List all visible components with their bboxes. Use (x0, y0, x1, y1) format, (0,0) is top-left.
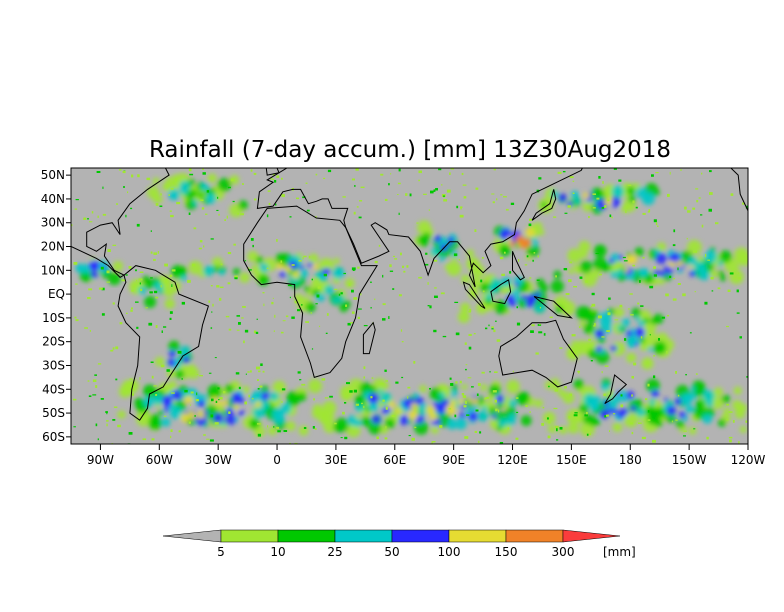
colorbar-segment (334, 529, 393, 543)
rain-band-itcz-atlantic (155, 257, 241, 291)
lon-tick-label: 150E (556, 453, 587, 467)
rain-layer (71, 168, 748, 444)
colorbar-tick-label: 100 (438, 545, 461, 559)
rain-band-west-africa-monsoon (239, 250, 345, 289)
lon-tick-label: 120W (731, 453, 766, 467)
lon-tick-label: 60W (146, 453, 173, 467)
colorbar-over-arrow (562, 529, 621, 543)
rain-band-central-africa (294, 277, 355, 313)
latitude-axis: 50N 40N 30N 20N 10N EQ 10S 20S 30S 40S 50S 60S (41, 168, 71, 444)
lon-tick-label: 120E (497, 453, 528, 467)
colorbar-unit-label: [mm] (603, 545, 636, 559)
rain-band-north-pacific-storm-track (538, 182, 660, 214)
lat-tick-label: 30S (42, 358, 65, 372)
colorbar-under-arrow (162, 529, 222, 543)
colorbar-segment (448, 529, 507, 543)
colorbar-segment (277, 529, 336, 543)
lon-tick-label: 90W (87, 453, 114, 467)
longitude-axis: 90W 60W 30W 0 30E 60E 90E 120E 150E 180 150W 120W (87, 444, 766, 467)
coastline-philippines (512, 251, 525, 281)
rain-band-itcz-east-pacific (75, 257, 124, 286)
colorbar: 5 10 25 50 100 150 300 [mm] (162, 529, 636, 559)
coastline-europe-asia (256, 168, 583, 288)
lon-tick-label: 90E (442, 453, 465, 467)
lon-tick-label: 180 (619, 453, 642, 467)
lat-tick-label: 60S (42, 430, 65, 444)
lat-tick-label: 20N (41, 240, 65, 254)
coastline-sumatra (462, 281, 486, 309)
coastline-madagascar (362, 321, 376, 355)
colorbar-tick-label: 150 (495, 545, 518, 559)
lat-tick-label: 50N (41, 168, 65, 182)
coastline-new-zealand (604, 374, 628, 405)
colorbar-segment (391, 529, 450, 543)
coastline-africa (243, 205, 378, 379)
lon-tick-label: 0 (273, 453, 281, 467)
coastline-north-america-wrap (730, 168, 748, 212)
lon-tick-label: 30E (324, 453, 347, 467)
lat-tick-label: 50S (42, 406, 65, 420)
rain-band-southern-ocean-atlantic (117, 378, 323, 438)
lat-tick-label: 10N (41, 263, 65, 277)
lat-tick-label: 40N (41, 192, 65, 206)
lon-tick-label: 30W (205, 453, 232, 467)
colorbar-tick-label: 300 (552, 545, 575, 559)
lat-tick-label: 40S (42, 382, 65, 396)
lon-tick-label: 60E (383, 453, 406, 467)
coastline-japan (531, 189, 557, 221)
coastline-borneo (490, 278, 512, 305)
rainfall-map (70, 167, 749, 445)
colorbar-tick-label: 50 (384, 545, 399, 559)
rain-band-southern-ocean-pacific (547, 377, 748, 437)
colorbar-tick-label: 10 (270, 545, 285, 559)
lat-tick-label: EQ (48, 287, 65, 301)
coastlines (71, 168, 748, 421)
colorbar-tick-label: 25 (327, 545, 342, 559)
coastline-uk (265, 168, 280, 176)
lon-tick-label: 150W (672, 453, 707, 467)
rain-band-west-pacific-typhoon (493, 222, 545, 261)
colorbar-tick-label: 5 (217, 545, 225, 559)
colorbar-segment (505, 529, 564, 543)
coastline-australia (498, 319, 578, 388)
map-title: Rainfall (7-day accum.) [mm] 13Z30Aug201… (149, 137, 671, 163)
coastline-north-america (71, 168, 170, 279)
coastline-new-guinea (533, 296, 573, 319)
coastline-south-america (117, 265, 210, 421)
rain-band-central-pacific-itcz (567, 239, 748, 287)
lat-tick-label: 20S (42, 335, 65, 349)
lat-tick-label: 10S (42, 311, 65, 325)
map-frame (70, 167, 749, 445)
rain-band-south-brazil (154, 340, 200, 380)
lat-tick-label: 30N (41, 216, 65, 230)
colorbar-segment (220, 529, 279, 543)
